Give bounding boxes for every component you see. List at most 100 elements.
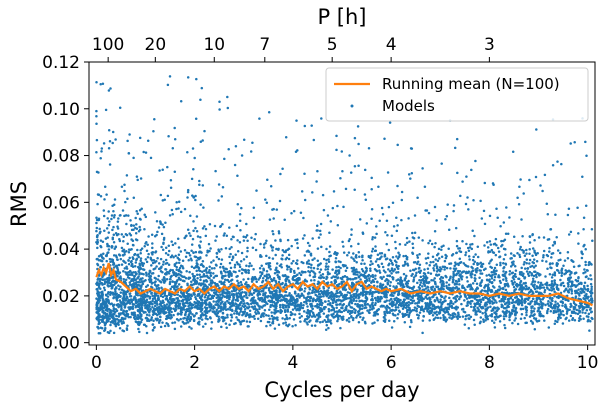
scatter-point [122, 235, 125, 239]
scatter-point [317, 317, 320, 320]
scatter-point [350, 266, 354, 270]
scatter-point [469, 272, 472, 275]
scatter-point [535, 128, 538, 131]
scatter-point [266, 178, 269, 182]
scatter-point [253, 238, 256, 241]
scatter-point [352, 316, 355, 320]
scatter-point [181, 293, 184, 297]
scatter-point [213, 281, 217, 285]
scatter-point [292, 209, 296, 213]
scatter-point [528, 248, 531, 251]
scatter-point [269, 324, 272, 327]
scatter-point [384, 270, 387, 274]
scatter-point [264, 278, 268, 282]
scatter-point [512, 254, 516, 257]
scatter-point [363, 276, 367, 280]
scatter-point [147, 319, 151, 323]
scatter-point [177, 306, 180, 310]
scatter-point [97, 282, 101, 285]
scatter-point [160, 232, 164, 236]
scatter-point [375, 225, 378, 228]
scatter-point [386, 282, 390, 285]
scatter-point [121, 209, 125, 212]
scatter-point [473, 274, 477, 277]
scatter-point [347, 316, 351, 320]
scatter-point [307, 269, 310, 273]
scatter-point [290, 212, 293, 215]
scatter-point [168, 280, 172, 284]
scatter-point [247, 277, 250, 281]
scatter-point [236, 203, 240, 206]
scatter-point [217, 199, 220, 202]
scatter-point [456, 311, 460, 314]
scatter-point [438, 266, 442, 269]
scatter-point [116, 258, 119, 261]
scatter-point [435, 267, 439, 270]
scatter-point [170, 285, 174, 289]
scatter-point [239, 259, 243, 263]
scatter-point [167, 263, 171, 266]
scatter-point [136, 253, 140, 256]
scatter-point [335, 148, 338, 152]
scatter-point [210, 267, 214, 270]
scatter-point [354, 270, 357, 274]
scatter-point [439, 316, 442, 320]
scatter-point [407, 173, 411, 176]
scatter-point [542, 253, 545, 257]
scatter-point [230, 272, 233, 276]
scatter-point [502, 239, 505, 243]
scatter-point [406, 285, 409, 289]
scatter-point [135, 285, 138, 289]
scatter-point [448, 278, 451, 282]
scatter-point [222, 234, 226, 237]
scatter-point [521, 307, 525, 311]
scatter-point [528, 258, 532, 262]
scatter-point [352, 266, 356, 270]
scatter-point [504, 311, 507, 314]
scatter-point [217, 318, 220, 322]
scatter-point [260, 296, 264, 300]
scatter-point [531, 254, 534, 257]
scatter-point [103, 198, 106, 201]
scatter-point [433, 298, 437, 302]
scatter-point [380, 262, 384, 266]
scatter-point [431, 314, 435, 317]
scatter-point [116, 225, 119, 228]
scatter-point [584, 260, 587, 264]
scatter-point [230, 245, 233, 249]
scatter-point [318, 271, 321, 274]
scatter-point [584, 263, 587, 267]
scatter-point [138, 225, 141, 229]
scatter-point [467, 270, 471, 273]
scatter-point [147, 278, 151, 281]
scatter-point [502, 270, 505, 273]
scatter-point [431, 304, 435, 308]
scatter-point [117, 315, 121, 318]
scatter-point [574, 291, 577, 295]
scatter-point [565, 312, 569, 315]
scatter-point [242, 258, 246, 261]
scatter-point [145, 313, 149, 317]
scatter-point [278, 290, 281, 294]
scatter-point [540, 306, 544, 310]
scatter-point [569, 230, 573, 234]
scatter-point [326, 214, 330, 217]
scatter-point [424, 209, 427, 212]
scatter-point [414, 274, 417, 278]
scatter-point [370, 303, 374, 306]
scatter-point [347, 251, 351, 254]
scatter-point [530, 310, 534, 313]
scatter-point [158, 169, 161, 172]
scatter-point [119, 285, 122, 288]
scatter-point [98, 315, 102, 319]
scatter-point [317, 313, 320, 317]
scatter-point [295, 119, 298, 122]
scatter-point [291, 312, 294, 316]
scatter-point [473, 323, 476, 327]
scatter-point [365, 278, 369, 281]
scatter-point [525, 252, 528, 255]
scatter-point [502, 262, 505, 265]
scatter-point [417, 236, 421, 239]
scatter-point [579, 290, 582, 294]
scatter-point [536, 286, 539, 290]
